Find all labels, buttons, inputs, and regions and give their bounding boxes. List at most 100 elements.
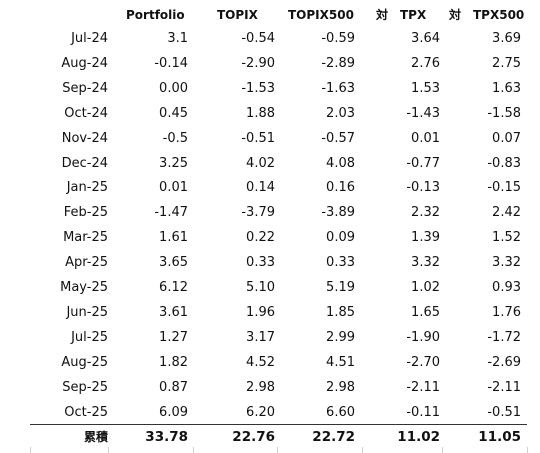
- topix500-cell: -1.63: [321, 80, 355, 96]
- topix500-cell: 0.33: [326, 255, 355, 271]
- portfolio-cell: 3.65: [159, 255, 188, 271]
- portfolio-cell: 6.09: [159, 404, 188, 420]
- table-row: Dec-24 3.25 4.02 4.08 -0.77 -0.83: [0, 151, 540, 176]
- topix500-cell: 5.19: [326, 280, 355, 295]
- month-cell: Aug-24: [61, 55, 108, 71]
- portfolio-cell: 0.01: [159, 180, 188, 196]
- topix500-cell: 6.60: [326, 404, 355, 420]
- topix-cell: 0.22: [246, 230, 275, 246]
- header-vs-tpx: 対 TPX: [376, 8, 427, 22]
- topix500-cell: 0.09: [326, 230, 355, 246]
- month-cell: Apr-25: [65, 255, 108, 271]
- total-rule: [30, 424, 527, 425]
- grid-tick: [277, 447, 278, 453]
- table-row: Oct-25 6.09 6.20 6.60 -0.11 -0.51: [0, 400, 540, 425]
- header-vs-tpx500: 対 TPX500: [449, 8, 525, 22]
- topix500-cell: -3.89: [321, 205, 355, 221]
- month-cell: Aug-25: [61, 354, 108, 370]
- total-label: 累積: [83, 430, 108, 444]
- month-cell: Jul-24: [71, 31, 108, 46]
- vs-tpx-cell: -0.77: [406, 155, 440, 171]
- month-cell: Sep-25: [62, 379, 108, 395]
- topix-cell: 4.02: [246, 155, 275, 171]
- vs-tpx-cell: 3.64: [411, 31, 440, 46]
- grid-tick: [193, 447, 194, 453]
- topix-cell: -0.54: [241, 31, 275, 46]
- month-cell: Jul-25: [71, 329, 108, 345]
- vs-tpx-cell: -0.13: [406, 180, 440, 196]
- month-cell: Oct-24: [64, 105, 108, 121]
- total-portfolio: 33.78: [145, 429, 188, 445]
- portfolio-cell: 1.61: [159, 230, 188, 246]
- total-vs-tpx500: 11.05: [478, 429, 521, 445]
- month-cell: Sep-24: [62, 80, 108, 96]
- table-row: Jul-24 3.1 -0.54 -0.59 3.64 3.69: [0, 26, 540, 51]
- topix500-cell: 2.99: [326, 329, 355, 345]
- vs-tpx500-cell: -2.11: [487, 379, 521, 395]
- topix-cell: 6.20: [246, 404, 275, 420]
- table-row: Jul-25 1.27 3.17 2.99 -1.90 -1.72: [0, 325, 540, 350]
- total-row: 累積 33.78 22.76 22.72 11.02 11.05: [0, 425, 540, 450]
- vs-tpx-cell: 1.39: [411, 230, 440, 246]
- portfolio-cell: 3.25: [159, 155, 188, 171]
- portfolio-cell: 0.87: [159, 379, 188, 395]
- topix500-cell: -2.89: [321, 55, 355, 71]
- table-row: Mar-25 1.61 0.22 0.09 1.39 1.52: [0, 225, 540, 250]
- vs-tpx500-cell: -0.83: [487, 155, 521, 171]
- vs-tpx500-cell: -0.51: [487, 404, 521, 420]
- portfolio-cell: -0.5: [162, 130, 188, 146]
- total-topix: 22.76: [232, 429, 275, 445]
- portfolio-cell: 3.61: [159, 304, 188, 320]
- vs-tpx-cell: 3.32: [411, 255, 440, 271]
- vs-tpx500-cell: -1.72: [487, 329, 521, 345]
- table-row: Nov-24 -0.5 -0.51 -0.57 0.01 0.07: [0, 126, 540, 151]
- month-cell: Dec-24: [61, 155, 108, 171]
- topix-cell: 1.88: [246, 105, 275, 121]
- vs-tpx500-cell: 2.42: [492, 205, 521, 221]
- table-row: Feb-25 -1.47 -3.79 -3.89 2.32 2.42: [0, 200, 540, 225]
- vs-tpx500-cell: 0.07: [492, 130, 521, 146]
- topix500-cell: 2.03: [326, 105, 355, 121]
- portfolio-cell: 0.00: [159, 80, 188, 96]
- table-row: May-25 6.12 5.10 5.19 1.02 0.93: [0, 275, 540, 300]
- header-topix500: TOPIX500: [288, 8, 354, 22]
- header-portfolio: Portfolio: [126, 8, 185, 22]
- topix500-cell: -0.57: [321, 130, 355, 146]
- total-topix500: 22.72: [312, 429, 355, 445]
- topix-cell: -0.51: [241, 130, 275, 146]
- month-cell: Mar-25: [63, 230, 108, 246]
- vs-tpx-cell: 2.76: [411, 55, 440, 71]
- vs-tpx-cell: -1.90: [406, 329, 440, 345]
- table-row: Sep-24 0.00 -1.53 -1.63 1.53 1.63: [0, 76, 540, 101]
- topix-cell: 0.33: [246, 255, 275, 271]
- vs-tpx500-cell: 2.75: [492, 55, 521, 71]
- topix500-cell: 2.98: [326, 379, 355, 395]
- table-row: Oct-24 0.45 1.88 2.03 -1.43 -1.58: [0, 101, 540, 126]
- topix-cell: 2.98: [246, 379, 275, 395]
- portfolio-cell: 6.12: [159, 280, 188, 295]
- table-row: Jan-25 0.01 0.14 0.16 -0.13 -0.15: [0, 175, 540, 200]
- portfolio-cell: 1.27: [159, 329, 188, 345]
- topix500-cell: 0.16: [326, 180, 355, 196]
- topix-cell: 3.17: [246, 329, 275, 345]
- topix-cell: -3.79: [241, 205, 275, 221]
- topix-cell: 4.52: [246, 354, 275, 370]
- topix500-cell: 1.85: [326, 304, 355, 320]
- table-row: Aug-25 1.82 4.52 4.51 -2.70 -2.69: [0, 350, 540, 375]
- vs-tpx500-cell: 1.63: [492, 80, 521, 96]
- vs-tpx500-cell: -1.58: [487, 105, 521, 121]
- month-cell: Feb-25: [63, 205, 108, 221]
- topix-cell: 1.96: [246, 304, 275, 320]
- table-row: Jun-25 3.61 1.96 1.85 1.65 1.76: [0, 300, 540, 325]
- vs-tpx-cell: 1.53: [411, 80, 440, 96]
- vs-tpx-cell: -0.11: [406, 404, 440, 420]
- topix-cell: -2.90: [241, 55, 275, 71]
- table-row: Aug-24 -0.14 -2.90 -2.89 2.76 2.75: [0, 51, 540, 76]
- vs-tpx-cell: 1.02: [411, 280, 440, 295]
- vs-tpx-cell: 2.32: [411, 205, 440, 221]
- grid-tick: [442, 447, 443, 453]
- month-cell: Jun-25: [66, 304, 108, 320]
- topix-cell: 0.14: [246, 180, 275, 196]
- vs-tpx500-cell: -0.15: [487, 180, 521, 196]
